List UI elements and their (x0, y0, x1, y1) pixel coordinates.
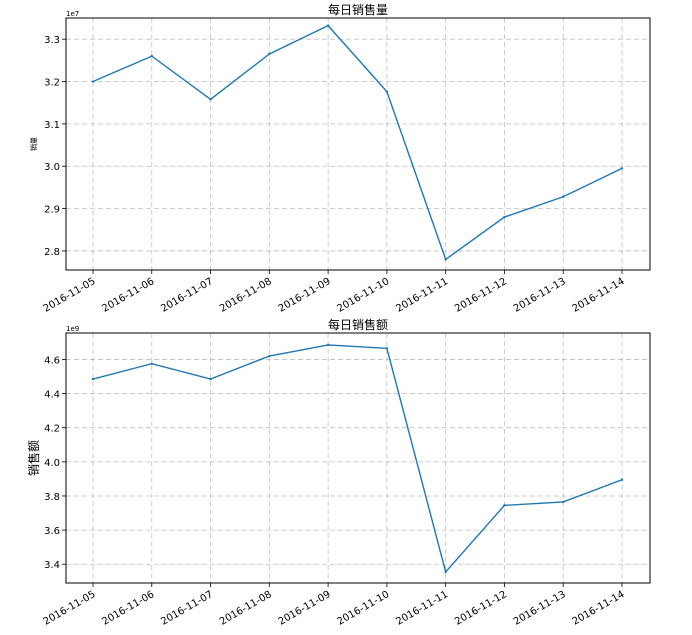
x-tick-label: 2016-11-12 (453, 276, 509, 315)
x-tick-label: 2016-11-10 (336, 276, 392, 315)
data-point (620, 167, 624, 170)
x-tick-label: 2016-11-05 (42, 589, 98, 628)
x-tick-label: 2016-11-14 (571, 276, 627, 315)
sales-volume-chart: 每日销售量 销量 1e7 2016-11-05 2016-11-06 2016-11… (29, 2, 651, 315)
y-tick-label: 2.8 (44, 247, 60, 258)
data-point (385, 90, 389, 93)
y-tick-label: 3.0 (44, 162, 60, 173)
gridlines (66, 333, 650, 583)
y-axis: 2.8 2.9 3.0 3.1 3.2 3.3 (44, 35, 66, 258)
x-tick-label: 2016-11-13 (512, 276, 568, 315)
y-tick-label: 4.0 (44, 458, 60, 469)
data-point (326, 24, 330, 27)
x-tick-label: 2016-11-10 (336, 589, 392, 628)
x-tick-label: 2016-11-06 (100, 589, 156, 628)
data-point (620, 478, 624, 481)
data-point (444, 570, 447, 574)
y-scale-note: 1e7 (66, 10, 79, 18)
x-tick-label: 2016-11-09 (277, 589, 333, 628)
x-axis: 2016-11-05 2016-11-06 2016-11-07 2016-11-08… (42, 270, 627, 315)
x-tick-label: 2016-11-11 (394, 276, 450, 315)
data-point (150, 54, 153, 58)
x-tick-label: 2016-11-13 (512, 589, 568, 628)
sales-amount-chart: 每日销售额 销售额 1e9 2016-11-05 2016-11-06 2016-1… (26, 317, 651, 628)
x-tick-label: 2016-11-07 (159, 276, 215, 315)
y-tick-label: 3.4 (44, 560, 60, 571)
x-tick-label: 2016-11-11 (394, 589, 450, 628)
x-tick-label: 2016-11-05 (42, 276, 98, 315)
data-point (444, 258, 447, 261)
x-axis: 2016-11-05 2016-11-06 2016-11-07 2016-11-08… (42, 583, 627, 628)
data-point (562, 500, 565, 504)
data-point (503, 504, 506, 507)
y-tick-label: 4.6 (44, 355, 60, 366)
plot-frame (65, 17, 651, 271)
x-tick-label: 2016-11-06 (100, 276, 156, 315)
chart-title: 每日销售量 (328, 2, 388, 17)
y-axis: 3.4 3.6 3.8 4.0 4.2 4.4 4.6 (44, 355, 66, 571)
gridlines (66, 18, 650, 270)
y-tick-label: 3.2 (44, 78, 60, 89)
series-line (92, 344, 623, 574)
y-tick-label: 3.6 (44, 526, 60, 537)
data-series (91, 24, 624, 261)
y-scale-note: 1e9 (66, 325, 79, 333)
y-tick-label: 3.3 (44, 35, 60, 46)
data-series (91, 343, 624, 574)
y-tick-label: 4.4 (44, 390, 60, 401)
data-point (326, 343, 330, 347)
chart-title: 每日销售额 (328, 317, 388, 332)
data-point (385, 347, 389, 350)
x-tick-label: 2016-11-07 (159, 589, 215, 628)
y-tick-label: 2.9 (44, 205, 60, 216)
data-point (91, 80, 95, 83)
x-tick-label: 2016-11-08 (218, 589, 274, 628)
y-tick-label: 3.8 (44, 492, 60, 503)
data-point (562, 195, 565, 198)
y-axis-label: 销售额 (26, 440, 41, 476)
data-point (209, 377, 212, 381)
y-axis-label: 销量 (29, 137, 38, 151)
data-point (91, 377, 95, 381)
plot-frame (65, 332, 651, 584)
y-tick-label: 3.1 (44, 120, 60, 131)
data-point (268, 52, 271, 56)
y-tick-label: 4.2 (44, 424, 60, 435)
x-tick-label: 2016-11-12 (453, 589, 509, 628)
data-point (503, 215, 506, 219)
x-tick-label: 2016-11-09 (277, 276, 333, 315)
data-point (150, 362, 153, 365)
x-tick-label: 2016-11-08 (218, 276, 274, 315)
data-point (209, 98, 212, 101)
x-tick-label: 2016-11-14 (571, 589, 627, 628)
series-line (92, 24, 623, 261)
data-point (268, 354, 271, 358)
